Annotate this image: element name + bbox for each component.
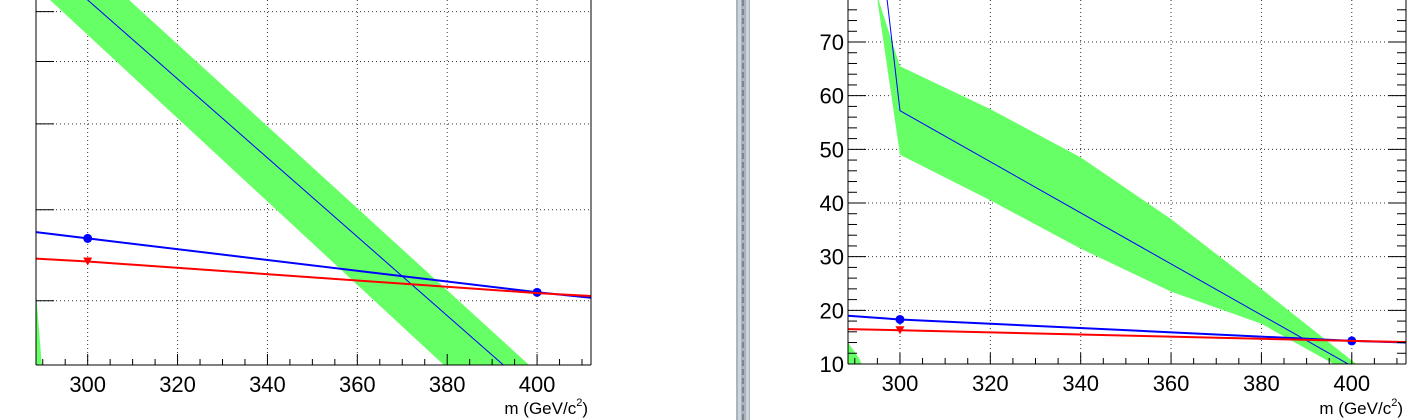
x-tick-label: 300 xyxy=(882,371,919,396)
x-tick-label: 380 xyxy=(1243,371,1280,396)
y-tick-label: 30 xyxy=(820,245,844,270)
x-tick-label: 360 xyxy=(1153,371,1190,396)
limit-line xyxy=(848,328,1406,343)
x-tick-label: 340 xyxy=(249,372,286,397)
y-tick-label: 70 xyxy=(820,30,844,55)
axes: 300 320 340 360 380 400 10 20 30 40 50 60 70 m (GeV/c… xyxy=(820,0,1407,418)
y-tick-label: 50 xyxy=(820,137,844,162)
limit-line xyxy=(36,257,591,297)
separator-highlight xyxy=(738,0,741,420)
panel-separator xyxy=(736,0,750,420)
data-point-marker xyxy=(83,233,93,243)
y-tick-label: 40 xyxy=(820,191,844,216)
x-axis-title-close: ) xyxy=(582,399,588,418)
x-tick-label: 360 xyxy=(339,372,376,397)
separator-highlight xyxy=(746,0,749,420)
data-point-marker xyxy=(83,257,93,266)
theory-line xyxy=(86,0,504,365)
data-point-marker xyxy=(895,326,905,335)
y-tick-label: 10 xyxy=(820,352,844,377)
x-axis-title-main: m (GeV/c xyxy=(504,399,576,418)
x-axis-title: m (GeV/c2) xyxy=(1319,397,1403,418)
y-tick-label: 20 xyxy=(820,298,844,323)
x-axis-title-sup: 2 xyxy=(576,397,582,409)
y-tick-label: 60 xyxy=(820,84,844,109)
x-tick-label: 400 xyxy=(519,372,556,397)
error-band xyxy=(36,291,42,365)
series-group xyxy=(36,0,591,365)
error-band xyxy=(877,0,1357,364)
x-tick-label: 320 xyxy=(972,371,1009,396)
x-tick-label: 300 xyxy=(69,372,106,397)
x-tick-label: 320 xyxy=(159,372,196,397)
x-axis-title-close: ) xyxy=(1397,399,1403,418)
data-point-marker xyxy=(895,314,905,324)
grid-lines xyxy=(848,0,1406,365)
x-axis-title: m (GeV/c2) xyxy=(504,397,588,418)
x-axis-title-main: m (GeV/c xyxy=(1319,399,1391,418)
x-tick-label: 380 xyxy=(429,372,466,397)
x-axis-title-sup: 2 xyxy=(1391,397,1397,409)
error-band xyxy=(50,0,530,365)
x-tick-label: 400 xyxy=(1333,371,1370,396)
series-group xyxy=(848,0,1406,364)
right-plot-panel: 300 320 340 360 380 400 10 20 30 40 50 60 70 m (GeV/c… xyxy=(820,0,1407,418)
x-tick-label: 340 xyxy=(1062,371,1099,396)
theory-line xyxy=(886,0,1350,364)
